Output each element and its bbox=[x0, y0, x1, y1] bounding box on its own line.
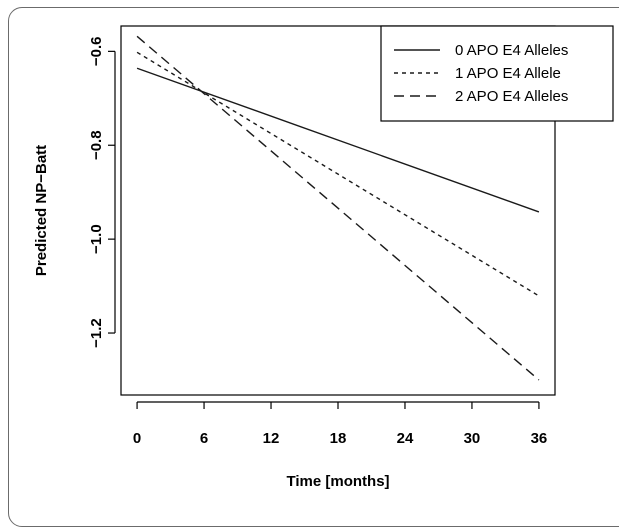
series-line-2 bbox=[136, 35, 540, 381]
legend: 0 APO E4 Alleles 1 APO E4 Allele 2 APO E4 … bbox=[380, 25, 614, 122]
x-tick-label: 12 bbox=[263, 430, 280, 447]
plot-area-border bbox=[120, 25, 556, 396]
legend-label-0: 0 APO E4 Alleles bbox=[455, 42, 568, 59]
line-chart: −0.6 −0.8 −1.0 −1.2 0 6 12 18 24 30 36 Time [mont… bbox=[33, 25, 614, 489]
x-tick-label: 24 bbox=[397, 430, 414, 447]
x-axis: 0 6 12 18 24 30 36 bbox=[133, 401, 548, 447]
legend-label-1: 1 APO E4 Allele bbox=[455, 65, 561, 82]
y-tick-label: −1.2 bbox=[88, 318, 105, 348]
x-tick-label: 36 bbox=[531, 430, 548, 447]
series-lines bbox=[136, 35, 540, 381]
x-axis-title: Time [months] bbox=[286, 473, 389, 489]
series-line-1 bbox=[136, 51, 540, 297]
y-tick-label: −0.6 bbox=[88, 37, 105, 67]
y-axis: −0.6 −0.8 −1.0 −1.2 bbox=[88, 37, 116, 348]
x-tick-label: 0 bbox=[133, 430, 141, 447]
x-tick-label: 30 bbox=[464, 430, 481, 447]
x-tick-label: 6 bbox=[200, 430, 208, 447]
series-line-0 bbox=[136, 67, 540, 213]
y-tick-label: −1.0 bbox=[88, 224, 105, 254]
x-tick-label: 18 bbox=[330, 430, 347, 447]
legend-label-2: 2 APO E4 Alleles bbox=[455, 88, 568, 105]
y-tick-label: −0.8 bbox=[88, 130, 105, 160]
y-axis-title: Predicted NP−Batt bbox=[33, 145, 50, 276]
